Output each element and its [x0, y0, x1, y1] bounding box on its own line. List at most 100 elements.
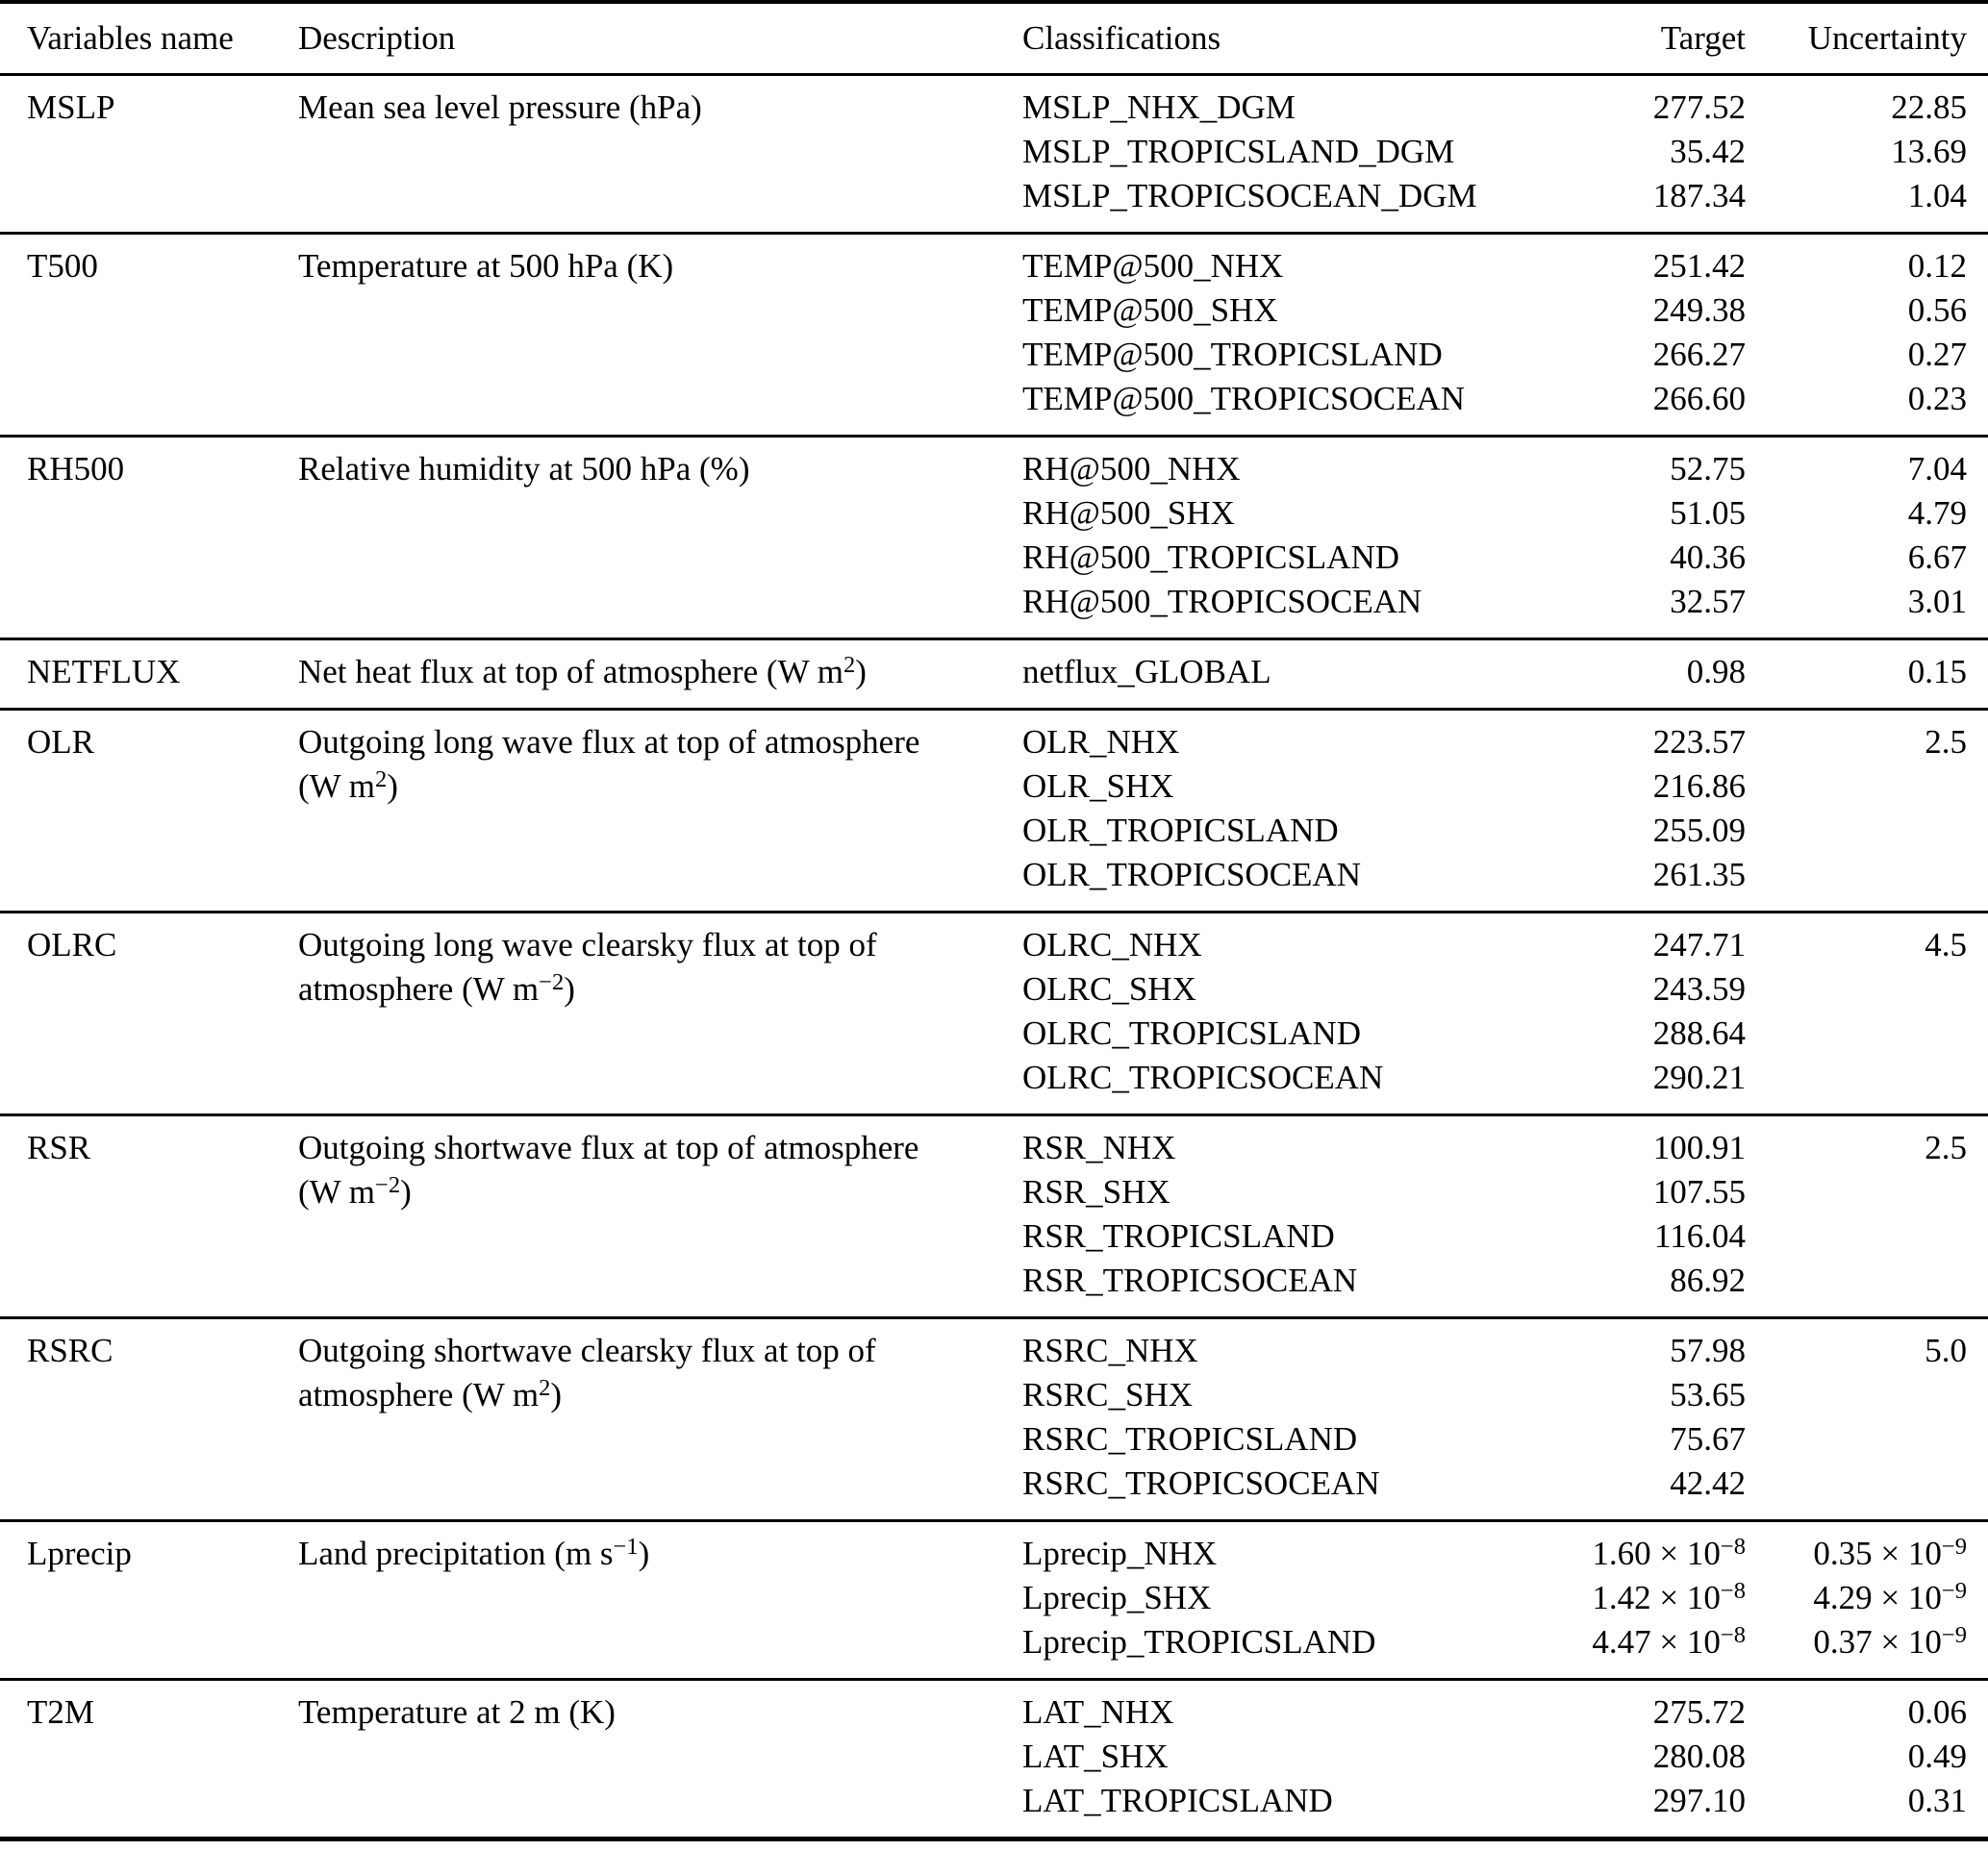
description-line: Temperature at 2 m (K)	[298, 1693, 616, 1731]
classifications-cell: RSR_NHX RSR_SHX RSR_TROPICSLAND RSR_TROPICS…	[1022, 1113, 1577, 1318]
classification-value: OLRC_TROPICSLAND	[1022, 1014, 1361, 1052]
classification-value: OLR_SHX	[1022, 767, 1174, 805]
target-value: 100.91	[1652, 1129, 1746, 1166]
classification-value: MSLP_NHX_DGM	[1022, 88, 1296, 126]
target-value: 261.35	[1652, 856, 1746, 893]
description-line: Relative humidity at 500 hPa (%)	[298, 450, 750, 488]
classification-value: RH@500_SHX	[1022, 494, 1235, 532]
uncertainty-value: 2.5	[1925, 723, 1967, 761]
classification-value: netflux_GLOBAL	[1022, 653, 1271, 690]
classifications-cell: MSLP_NHX_DGM MSLP_TROPICSLAND_DGM MSLP_TRO…	[1022, 75, 1577, 234]
target-value: 266.60	[1652, 380, 1746, 417]
variable-group-row: MSLP Mean sea level pressure (hPa) MSLP_NH…	[0, 75, 1988, 234]
uncertainty-value	[1746, 1373, 1967, 1417]
uncertainty-cell: 0.06 0.49 0.31	[1746, 1678, 1988, 1839]
variable-group-row: RSRC Outgoing shortwave clearsky flux at …	[0, 1316, 1988, 1521]
variable-name-cell: T2M	[0, 1678, 298, 1839]
classifications-cell: netflux_GLOBAL	[1022, 638, 1577, 710]
uncertainty-value: 13.69	[1891, 133, 1967, 170]
variable-name-cell: RH500	[0, 435, 298, 639]
description-line: atmosphere (W m−2)	[298, 968, 575, 1008]
classification-value: OLRC_SHX	[1022, 970, 1196, 1008]
uncertainty-value: 22.85	[1891, 88, 1967, 126]
description-line: (W m−2)	[298, 1171, 412, 1211]
variable-group-row: T500 Temperature at 500 hPa (K) TEMP@500_N…	[0, 232, 1988, 437]
uncertainty-value	[1746, 1259, 1967, 1303]
uncertainty-value: 0.31	[1907, 1782, 1967, 1819]
uncertainty-value: 0.23	[1907, 380, 1967, 417]
description-line: atmosphere (W m2)	[298, 1374, 563, 1413]
target-value: 275.72	[1652, 1693, 1746, 1731]
variable-group-row: OLRC Outgoing long wave clearsky flux at …	[0, 911, 1988, 1115]
target-value: 266.27	[1652, 336, 1746, 373]
classification-value: OLRC_TROPICSOCEAN	[1022, 1059, 1384, 1096]
uncertainty-value: 0.12	[1907, 247, 1967, 285]
uncertainty-value: 0.56	[1907, 291, 1967, 329]
classification-value: Lprecip_NHX	[1022, 1535, 1218, 1572]
classification-value: OLRC_NHX	[1022, 926, 1202, 963]
uncertainty-value	[1746, 1056, 1967, 1100]
classifications-cell: LAT_NHX LAT_SHX LAT_TROPICSLAND	[1022, 1678, 1577, 1839]
variable-name-cell: OLR	[0, 708, 298, 913]
classification-value: MSLP_TROPICSLAND_DGM	[1022, 133, 1455, 170]
uncertainty-cell: 22.85 13.69 1.04	[1746, 75, 1988, 234]
target-value: 290.21	[1652, 1059, 1746, 1096]
variable-name-cell: MSLP	[27, 88, 115, 126]
description-line: Land precipitation (m s−1)	[298, 1533, 650, 1572]
classification-value: RSRC_TROPICSLAND	[1022, 1420, 1358, 1458]
target-cell: 277.52 35.42 187.34	[1577, 75, 1746, 234]
variable-name-cell: NETFLUX	[0, 638, 298, 710]
target-value: 1.60 × 10−8	[1592, 1533, 1746, 1572]
target-value: 251.42	[1652, 247, 1746, 285]
target-cell: 251.42 249.38 266.27 266.60	[1577, 232, 1746, 437]
classification-value: OLR_TROPICSOCEAN	[1022, 856, 1361, 893]
target-value: 4.47 × 10−8	[1592, 1621, 1746, 1661]
target-value: 42.42	[1670, 1464, 1746, 1502]
classification-value: RH@500_TROPICSOCEAN	[1022, 583, 1422, 620]
classification-value: LAT_SHX	[1022, 1738, 1169, 1775]
target-value: 280.08	[1652, 1738, 1746, 1775]
uncertainty-value	[1746, 809, 1967, 853]
classification-value: LAT_TROPICSLAND	[1022, 1782, 1333, 1819]
classification-value: RH@500_TROPICSLAND	[1022, 538, 1399, 576]
header-uncertainty: Uncertainty	[1746, 2, 1988, 76]
uncertainty-value: 5.0	[1925, 1332, 1967, 1369]
target-cell: 52.75 51.05 40.36 32.57	[1577, 435, 1746, 639]
uncertainty-value: 0.15	[1907, 653, 1967, 690]
target-value: 255.09	[1652, 812, 1746, 849]
description-line: Mean sea level pressure (hPa)	[298, 88, 702, 126]
classification-value: TEMP@500_TROPICSOCEAN	[1022, 380, 1466, 417]
target-value: 223.57	[1652, 723, 1746, 761]
header-variables-name: Variables name	[0, 2, 298, 76]
variable-description-cell: Temperature at 500 hPa (K)	[298, 232, 1022, 437]
table-header-row: Variables name Description Classificatio…	[0, 2, 1988, 76]
variable-group-row: RSR Outgoing shortwave flux at top of atm…	[0, 1113, 1988, 1318]
classification-value: RH@500_NHX	[1022, 450, 1241, 488]
classification-value: RSRC_TROPICSOCEAN	[1022, 1464, 1380, 1502]
description-line: Net heat flux at top of atmosphere (W m2…	[298, 651, 867, 690]
target-value: 32.57	[1670, 583, 1746, 620]
target-value: 86.92	[1670, 1262, 1746, 1299]
header-description: Description	[298, 2, 1022, 76]
target-value: 243.59	[1652, 970, 1746, 1008]
target-value: 52.75	[1670, 450, 1746, 488]
classification-value: OLR_TROPICSLAND	[1022, 812, 1339, 849]
variable-description-cell: Temperature at 2 m (K)	[298, 1678, 1022, 1839]
description-line: Outgoing shortwave flux at top of atmosp…	[298, 1129, 919, 1166]
variable-group-row: RH500 Relative humidity at 500 hPa (%) RH@…	[0, 435, 1988, 639]
target-cell: 100.91 107.55 116.04 86.92	[1577, 1113, 1746, 1318]
classification-value: RSR_NHX	[1022, 1129, 1176, 1166]
variable-description-cell: Outgoing long wave flux at top of atmosp…	[298, 708, 1022, 913]
table-body: MSLP Mean sea level pressure (hPa) MSLP_NH…	[0, 75, 1988, 1839]
classification-value: Lprecip_TROPICSLAND	[1022, 1623, 1376, 1661]
description-line: Outgoing long wave clearsky flux at top …	[298, 926, 877, 963]
target-value: 297.10	[1652, 1782, 1746, 1819]
classification-value: TEMP@500_TROPICSLAND	[1022, 336, 1443, 373]
uncertainty-value: 6.67	[1907, 538, 1967, 576]
classifications-cell: RH@500_NHX RH@500_SHX RH@500_TROPICSLAND RH…	[1022, 435, 1577, 639]
target-value: 0.98	[1686, 653, 1746, 690]
uncertainty-cell: 0.12 0.56 0.27 0.23	[1746, 232, 1988, 437]
classification-value: OLR_NHX	[1022, 723, 1180, 761]
target-value: 35.42	[1670, 133, 1746, 170]
